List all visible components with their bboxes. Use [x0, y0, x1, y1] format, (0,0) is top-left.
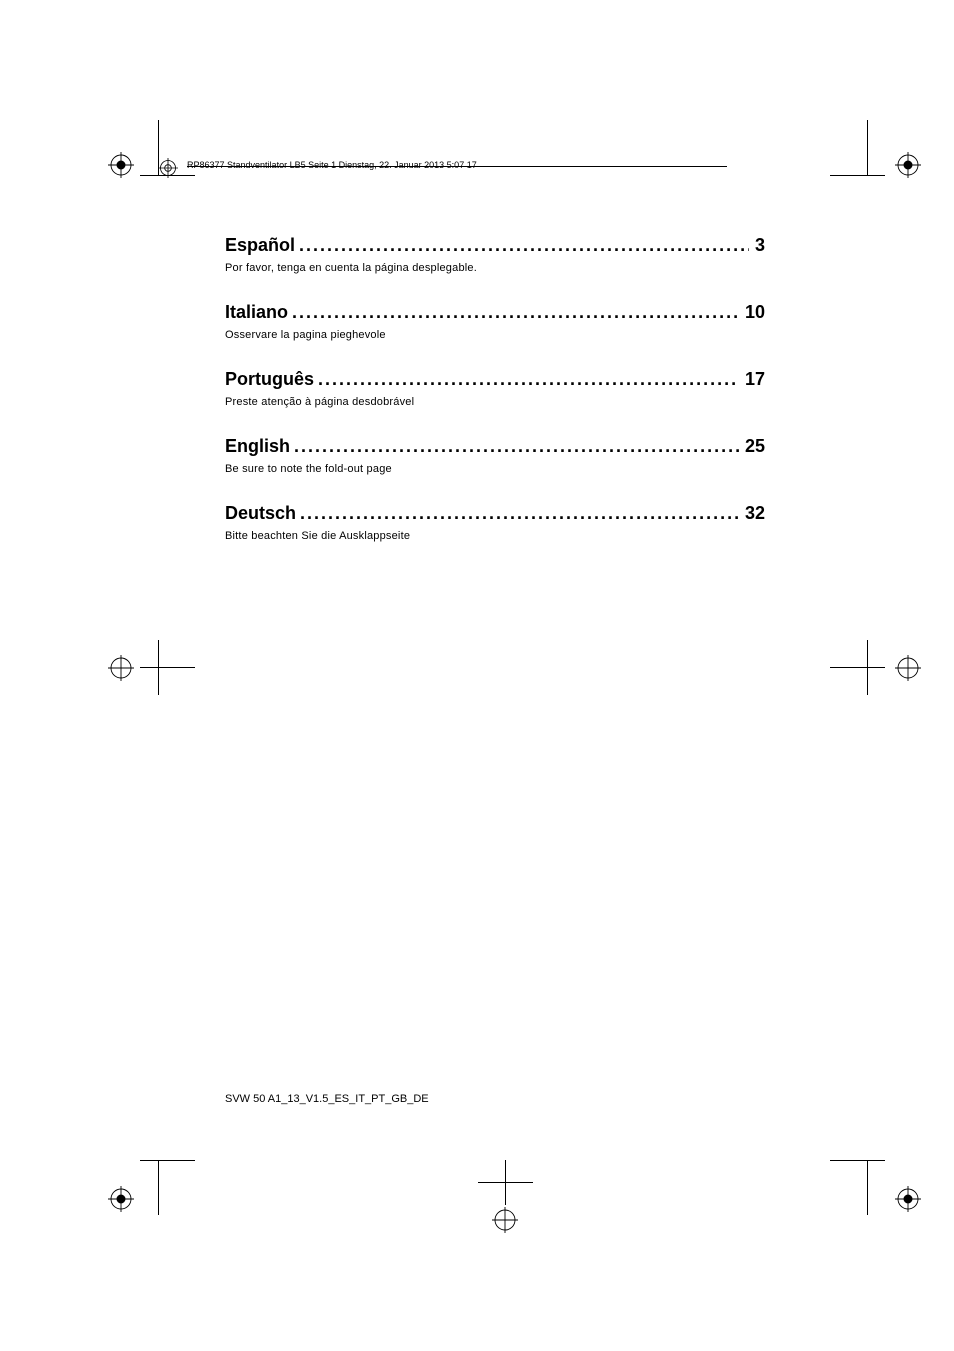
toc-leader-dots: [296, 503, 739, 524]
toc-heading-line: English 25: [225, 436, 765, 457]
running-head-rule: [187, 166, 727, 167]
toc-language-label: English: [225, 436, 290, 457]
toc-page-number: 17: [739, 369, 765, 390]
toc-leader-dots: [288, 302, 739, 323]
toc-language-label: Deutsch: [225, 503, 296, 524]
toc-subtext: Preste atenção à página desdobrável: [225, 396, 765, 408]
toc-entry: Español 3 Por favor, tenga en cuenta la …: [225, 235, 765, 274]
toc-entry: Português 17 Preste atenção à página des…: [225, 369, 765, 408]
toc-subtext: Be sure to note the fold-out page: [225, 463, 765, 475]
toc-page-number: 32: [739, 503, 765, 524]
toc-leader-dots: [290, 436, 739, 457]
registration-mark-icon: [492, 1207, 518, 1233]
toc-heading-line: Italiano 10: [225, 302, 765, 323]
toc-page-number: 3: [749, 235, 765, 256]
toc-language-label: Español: [225, 235, 295, 256]
registration-mark-icon: [895, 152, 921, 178]
toc-container: Español 3 Por favor, tenga en cuenta la …: [225, 235, 765, 570]
toc-language-label: Italiano: [225, 302, 288, 323]
running-head-text: RP86377 Standventilator LB5 Seite 1 Dien…: [187, 160, 477, 170]
document-code: SVW 50 A1_13_V1.5_ES_IT_PT_GB_DE: [225, 1093, 429, 1105]
toc-leader-dots: [314, 369, 739, 390]
toc-entry: Italiano 10 Osservare la pagina pieghevo…: [225, 302, 765, 341]
toc-entry: English 25 Be sure to note the fold-out …: [225, 436, 765, 475]
toc-heading-line: Deutsch 32: [225, 503, 765, 524]
toc-subtext: Osservare la pagina pieghevole: [225, 329, 765, 341]
registration-mark-icon: [108, 1186, 134, 1212]
toc-heading-line: Português 17: [225, 369, 765, 390]
toc-page-number: 10: [739, 302, 765, 323]
registration-mark-icon: [108, 152, 134, 178]
toc-subtext: Bitte beachten Sie die Ausklappseite: [225, 530, 765, 542]
toc-leader-dots: [295, 235, 749, 256]
toc-page-number: 25: [739, 436, 765, 457]
registration-mark-icon: [895, 1186, 921, 1212]
toc-subtext: Por favor, tenga en cuenta la página des…: [225, 262, 765, 274]
toc-entry: Deutsch 32 Bitte beachten Sie die Auskla…: [225, 503, 765, 542]
toc-heading-line: Español 3: [225, 235, 765, 256]
toc-language-label: Português: [225, 369, 314, 390]
registration-mark-icon: [895, 655, 921, 681]
registration-mark-icon: [108, 655, 134, 681]
